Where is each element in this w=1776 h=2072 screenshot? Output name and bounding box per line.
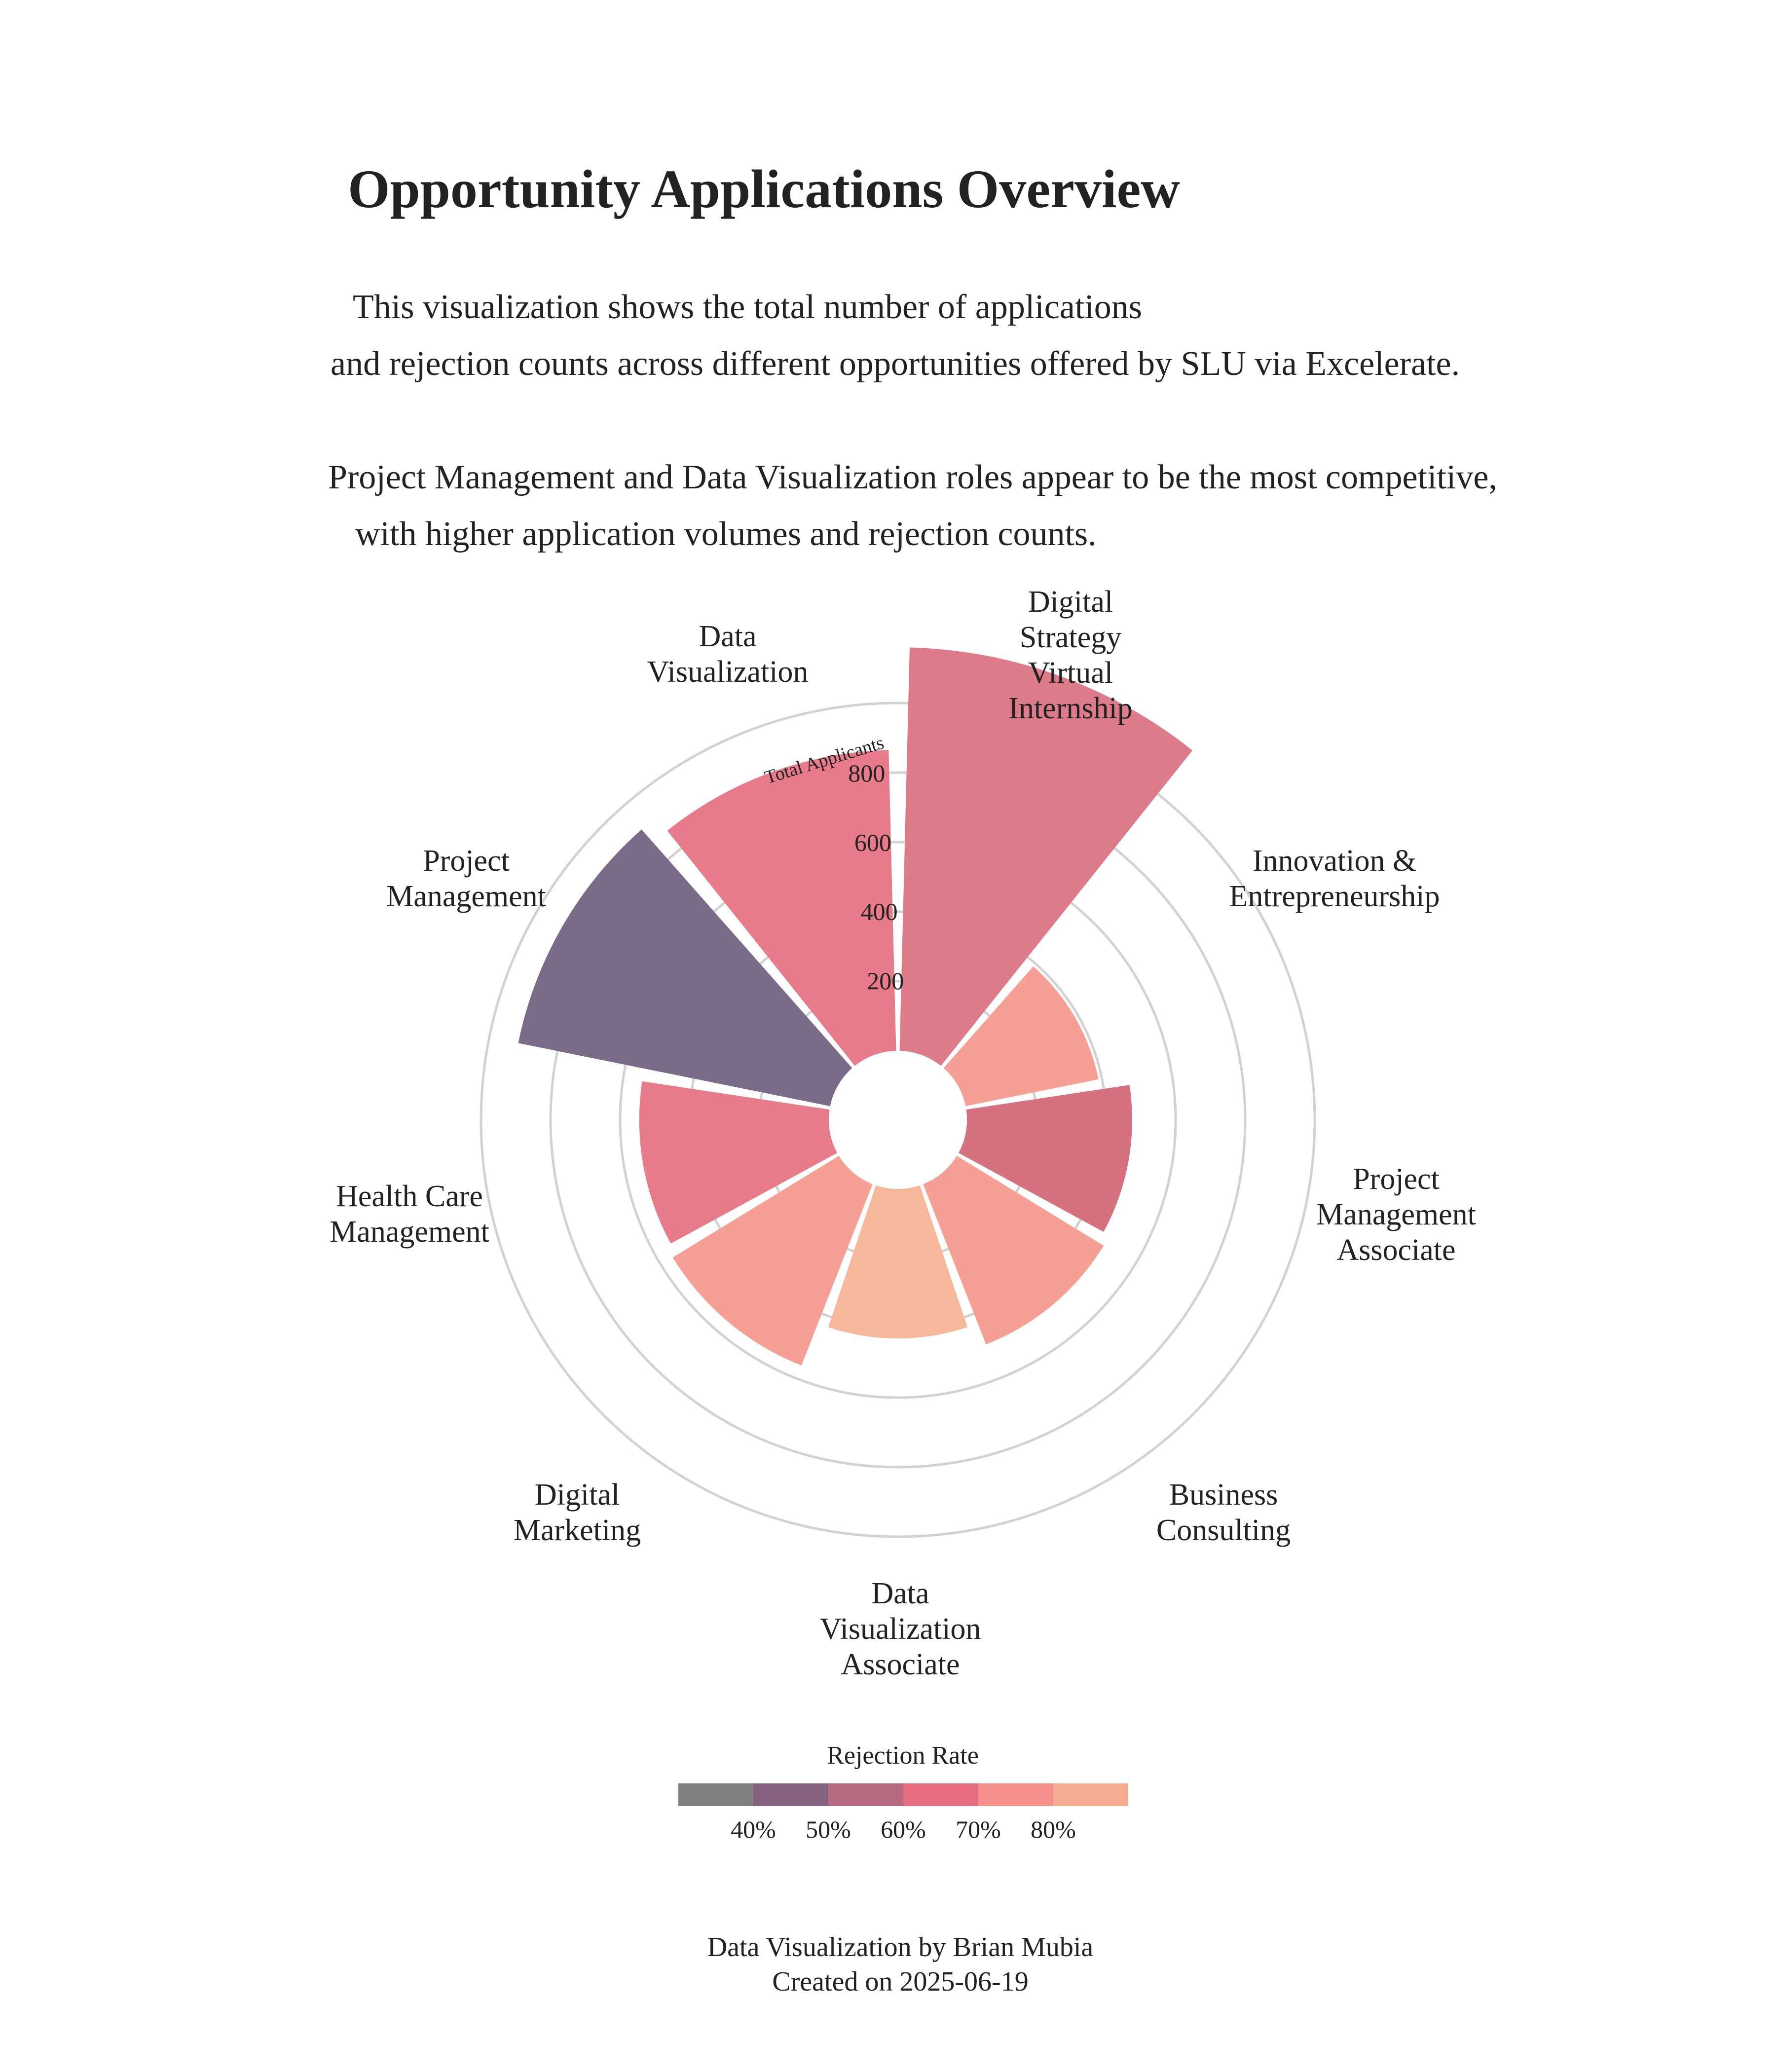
bar-digital-strategy-virtual-internship [943,966,1099,1107]
category-label-business-consulting: Business Consulting [1156,1478,1291,1547]
chart-caption: Data Visualization by Brian Mubia Created… [707,1932,1094,1997]
legend-tick-label: 80% [1031,1815,1076,1843]
bar-digital-marketing [639,1081,838,1244]
subtitle-line: This visualization shows the total numbe… [353,288,1142,326]
category-label-data-visualization-associate: Data Visualization Associate [820,1577,981,1681]
tick-label: 400 [861,898,898,925]
subtitle-line: with higher application volumes and reje… [355,515,1097,553]
legend-tick-label: 40% [731,1815,776,1843]
grid-circle [619,841,1177,1399]
category-label-health-care-management: Health Care Management [330,1180,489,1249]
bars-group [518,647,1193,1366]
tick-label: 200 [867,967,904,995]
category-label-project-management-associate: Project Management Associate [1316,1162,1476,1267]
legend: Rejection Rate 40% 50% 60% 70% 80% [678,1741,1128,1843]
legend-swatch [903,1783,978,1806]
bar-data-visualization-associate [672,1156,873,1366]
category-labels: Data Visualization Digital Strategy Virtual I… [330,585,1476,1681]
legend-tick-label: 60% [881,1815,926,1843]
legend-title: Rejection Rate [827,1741,979,1770]
category-label-digital-marketing: Digital Marketing [514,1478,641,1547]
legend-swatch [978,1783,1053,1806]
bar-project-management-associate [923,1156,1104,1345]
tick-label: 800 [848,759,885,787]
category-label-innovation-and-entrepreneurship: Innovation & Entrepreneurship [1229,844,1440,913]
legend-swatch [1053,1783,1128,1806]
caption-line: Created on 2025-06-19 [772,1966,1028,1997]
bar-business-consulting [828,1185,968,1339]
caption-line: Data Visualization by Brian Mubia [707,1932,1094,1962]
legend-swatch [828,1783,903,1806]
legend-tick-label: 50% [806,1815,851,1843]
legend-swatch [753,1783,828,1806]
grid-circle [480,702,1316,1538]
legend-tick-label: 70% [956,1815,1001,1843]
legend-swatch [678,1783,753,1806]
tick-label: 600 [854,828,891,856]
subtitle-line: Project Management and Data Visualizatio… [328,458,1497,496]
category-label-data-visualization: Data Visualization [647,620,809,689]
bar-innovation-and-entrepreneurship [958,1085,1132,1232]
center-hole [829,1051,967,1189]
chart-title: Opportunity Applications Overview [348,159,1180,219]
category-label-project-management: Project Management [386,844,546,913]
grid-circle [549,771,1247,1469]
category-label-digital-strategy-virtual-internship: Digital Strategy Virtual Internship [1008,585,1132,725]
bar-data-visualization [899,647,1193,1066]
subtitle-line: and rejection counts across different op… [331,345,1460,383]
bar-health-care-management [518,829,852,1107]
chart-subtitle: This visualization shows the total numbe… [328,288,1497,553]
bar-project-management [667,750,896,1066]
